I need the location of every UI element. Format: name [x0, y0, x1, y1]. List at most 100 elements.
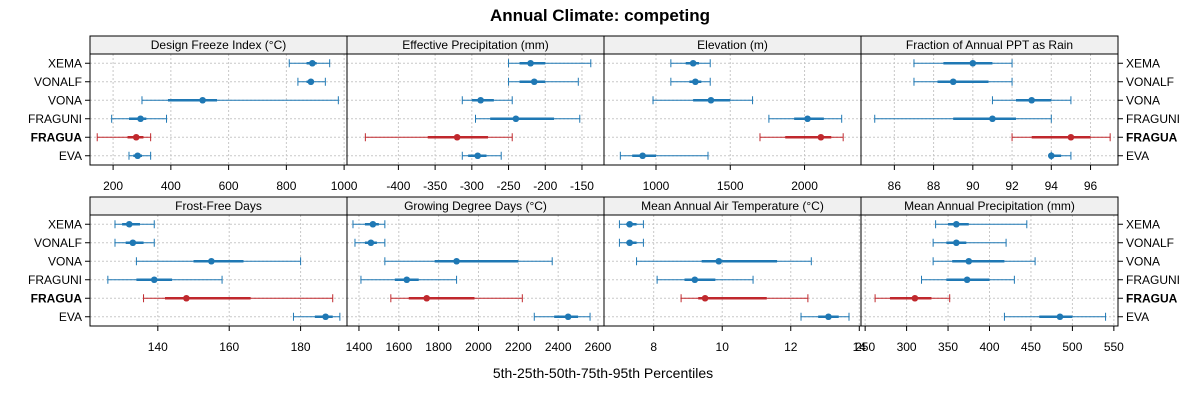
series-fraguni — [768, 114, 843, 123]
median-point — [1047, 152, 1055, 160]
x-tick-label: -350 — [423, 179, 447, 193]
median-point — [1056, 313, 1064, 321]
median-point — [825, 313, 832, 321]
median-point — [129, 239, 137, 247]
site-label-xema: XEMA — [1126, 217, 1160, 231]
series-fraguni — [107, 275, 223, 284]
series-xema — [913, 59, 1013, 68]
series-eva — [128, 151, 152, 160]
median-point — [639, 152, 646, 160]
x-tick-label: 2400 — [545, 340, 572, 354]
median-point — [125, 220, 133, 228]
median-point — [989, 115, 996, 123]
series-fragua — [1011, 133, 1111, 142]
median-point — [963, 276, 971, 284]
x-tick-label: -150 — [570, 179, 594, 193]
series-xema — [670, 59, 711, 68]
series-fraguni — [656, 275, 754, 284]
series-vonalf — [932, 238, 1007, 247]
series-fraguni — [111, 114, 168, 123]
series-eva — [619, 151, 709, 160]
panel-title: Elevation (m) — [697, 38, 768, 52]
panel-title: Design Freeze Index (°C) — [151, 38, 287, 52]
panel-title: Mean Annual Precipitation (mm) — [904, 199, 1075, 213]
median-point — [309, 59, 316, 67]
panel-frame — [346, 53, 605, 166]
series-fraguni — [475, 114, 581, 123]
panel-title: Fraction of Annual PPT as Rain — [906, 38, 1073, 52]
x-tick-label: 180 — [291, 340, 311, 354]
site-label-eva: EVA — [59, 310, 82, 324]
series-eva — [800, 312, 850, 321]
series-fragua — [390, 294, 523, 303]
x-tick-label: 1000 — [643, 179, 670, 193]
x-tick-label: 800 — [276, 179, 296, 193]
site-label-vona: VONA — [1126, 93, 1160, 107]
median-point — [965, 257, 973, 265]
x-tick-label: 160 — [219, 340, 239, 354]
series-vona — [932, 257, 1036, 266]
median-point — [701, 294, 709, 302]
x-tick-label: -250 — [497, 179, 521, 193]
panel-design-freeze-index-c: Design Freeze Index (°C) 200 400 600 800 1000… — [28, 35, 358, 193]
x-tick-label: 350 — [938, 340, 958, 354]
site-label-fragua: FRAGUA — [1126, 130, 1178, 144]
series-vona — [461, 96, 513, 105]
series-eva — [1047, 151, 1072, 160]
median-point — [1028, 96, 1035, 104]
site-label-fragua: FRAGUA — [1126, 291, 1178, 305]
series-vona — [652, 96, 754, 105]
x-tick-label: -200 — [533, 179, 557, 193]
median-point — [134, 152, 141, 160]
panel-title: Growing Degree Days (°C) — [404, 199, 547, 213]
x-tick-label: 8 — [650, 340, 657, 354]
site-label-eva: EVA — [1126, 310, 1149, 324]
series-xema — [618, 220, 644, 229]
x-tick-label: 92 — [1005, 179, 1019, 193]
x-tick-label: 12 — [784, 340, 798, 354]
series-eva — [1003, 312, 1107, 321]
median-point — [817, 133, 825, 141]
median-point — [691, 276, 699, 284]
site-label-xema: XEMA — [1126, 56, 1160, 70]
x-tick-label: 2000 — [791, 179, 818, 193]
median-point — [707, 96, 715, 104]
panel-fraction-of-annual-ppt-as-rain: Fraction of Annual PPT as Rain 86 88 90 92 94… — [860, 35, 1180, 193]
x-tick-label: 600 — [219, 179, 239, 193]
x-tick-label: 86 — [888, 179, 902, 193]
panel-mean-annual-precipitation-mm: Mean Annual Precipitation (mm) 250 300 350 4… — [855, 196, 1180, 354]
x-tick-label: 88 — [927, 179, 941, 193]
median-point — [626, 239, 633, 247]
median-point — [953, 239, 960, 247]
site-label-vona: VONA — [48, 254, 82, 268]
median-point — [477, 96, 484, 104]
median-point — [969, 59, 977, 67]
x-tick-label: 400 — [979, 340, 999, 354]
x-tick-label: 94 — [1045, 179, 1059, 193]
site-label-fraguni: FRAGUNI — [1126, 273, 1180, 287]
median-point — [423, 294, 430, 302]
median-point — [137, 115, 144, 123]
site-label-vonalf: VONALF — [1126, 236, 1174, 250]
site-label-xema: XEMA — [48, 56, 82, 70]
x-tick-label: 1600 — [385, 340, 412, 354]
panel-frame — [603, 214, 862, 327]
site-label-fraguni: FRAGUNI — [28, 273, 82, 287]
series-vonalf — [508, 77, 579, 86]
site-label-xema: XEMA — [48, 217, 82, 231]
median-point — [953, 220, 960, 228]
x-tick-label: 550 — [1104, 340, 1124, 354]
panel-title: Frost-Free Days — [175, 199, 262, 213]
median-point — [369, 220, 377, 228]
series-fragua — [874, 294, 951, 303]
series-vonalf — [913, 77, 1013, 86]
median-point — [527, 59, 534, 67]
site-label-fragua: FRAGUA — [31, 130, 83, 144]
x-tick-label: 450 — [1021, 340, 1041, 354]
x-tick-label: 250 — [855, 340, 875, 354]
x-tick-label: 400 — [161, 179, 181, 193]
series-eva — [292, 312, 341, 321]
median-point — [530, 78, 538, 86]
median-point — [132, 133, 140, 141]
